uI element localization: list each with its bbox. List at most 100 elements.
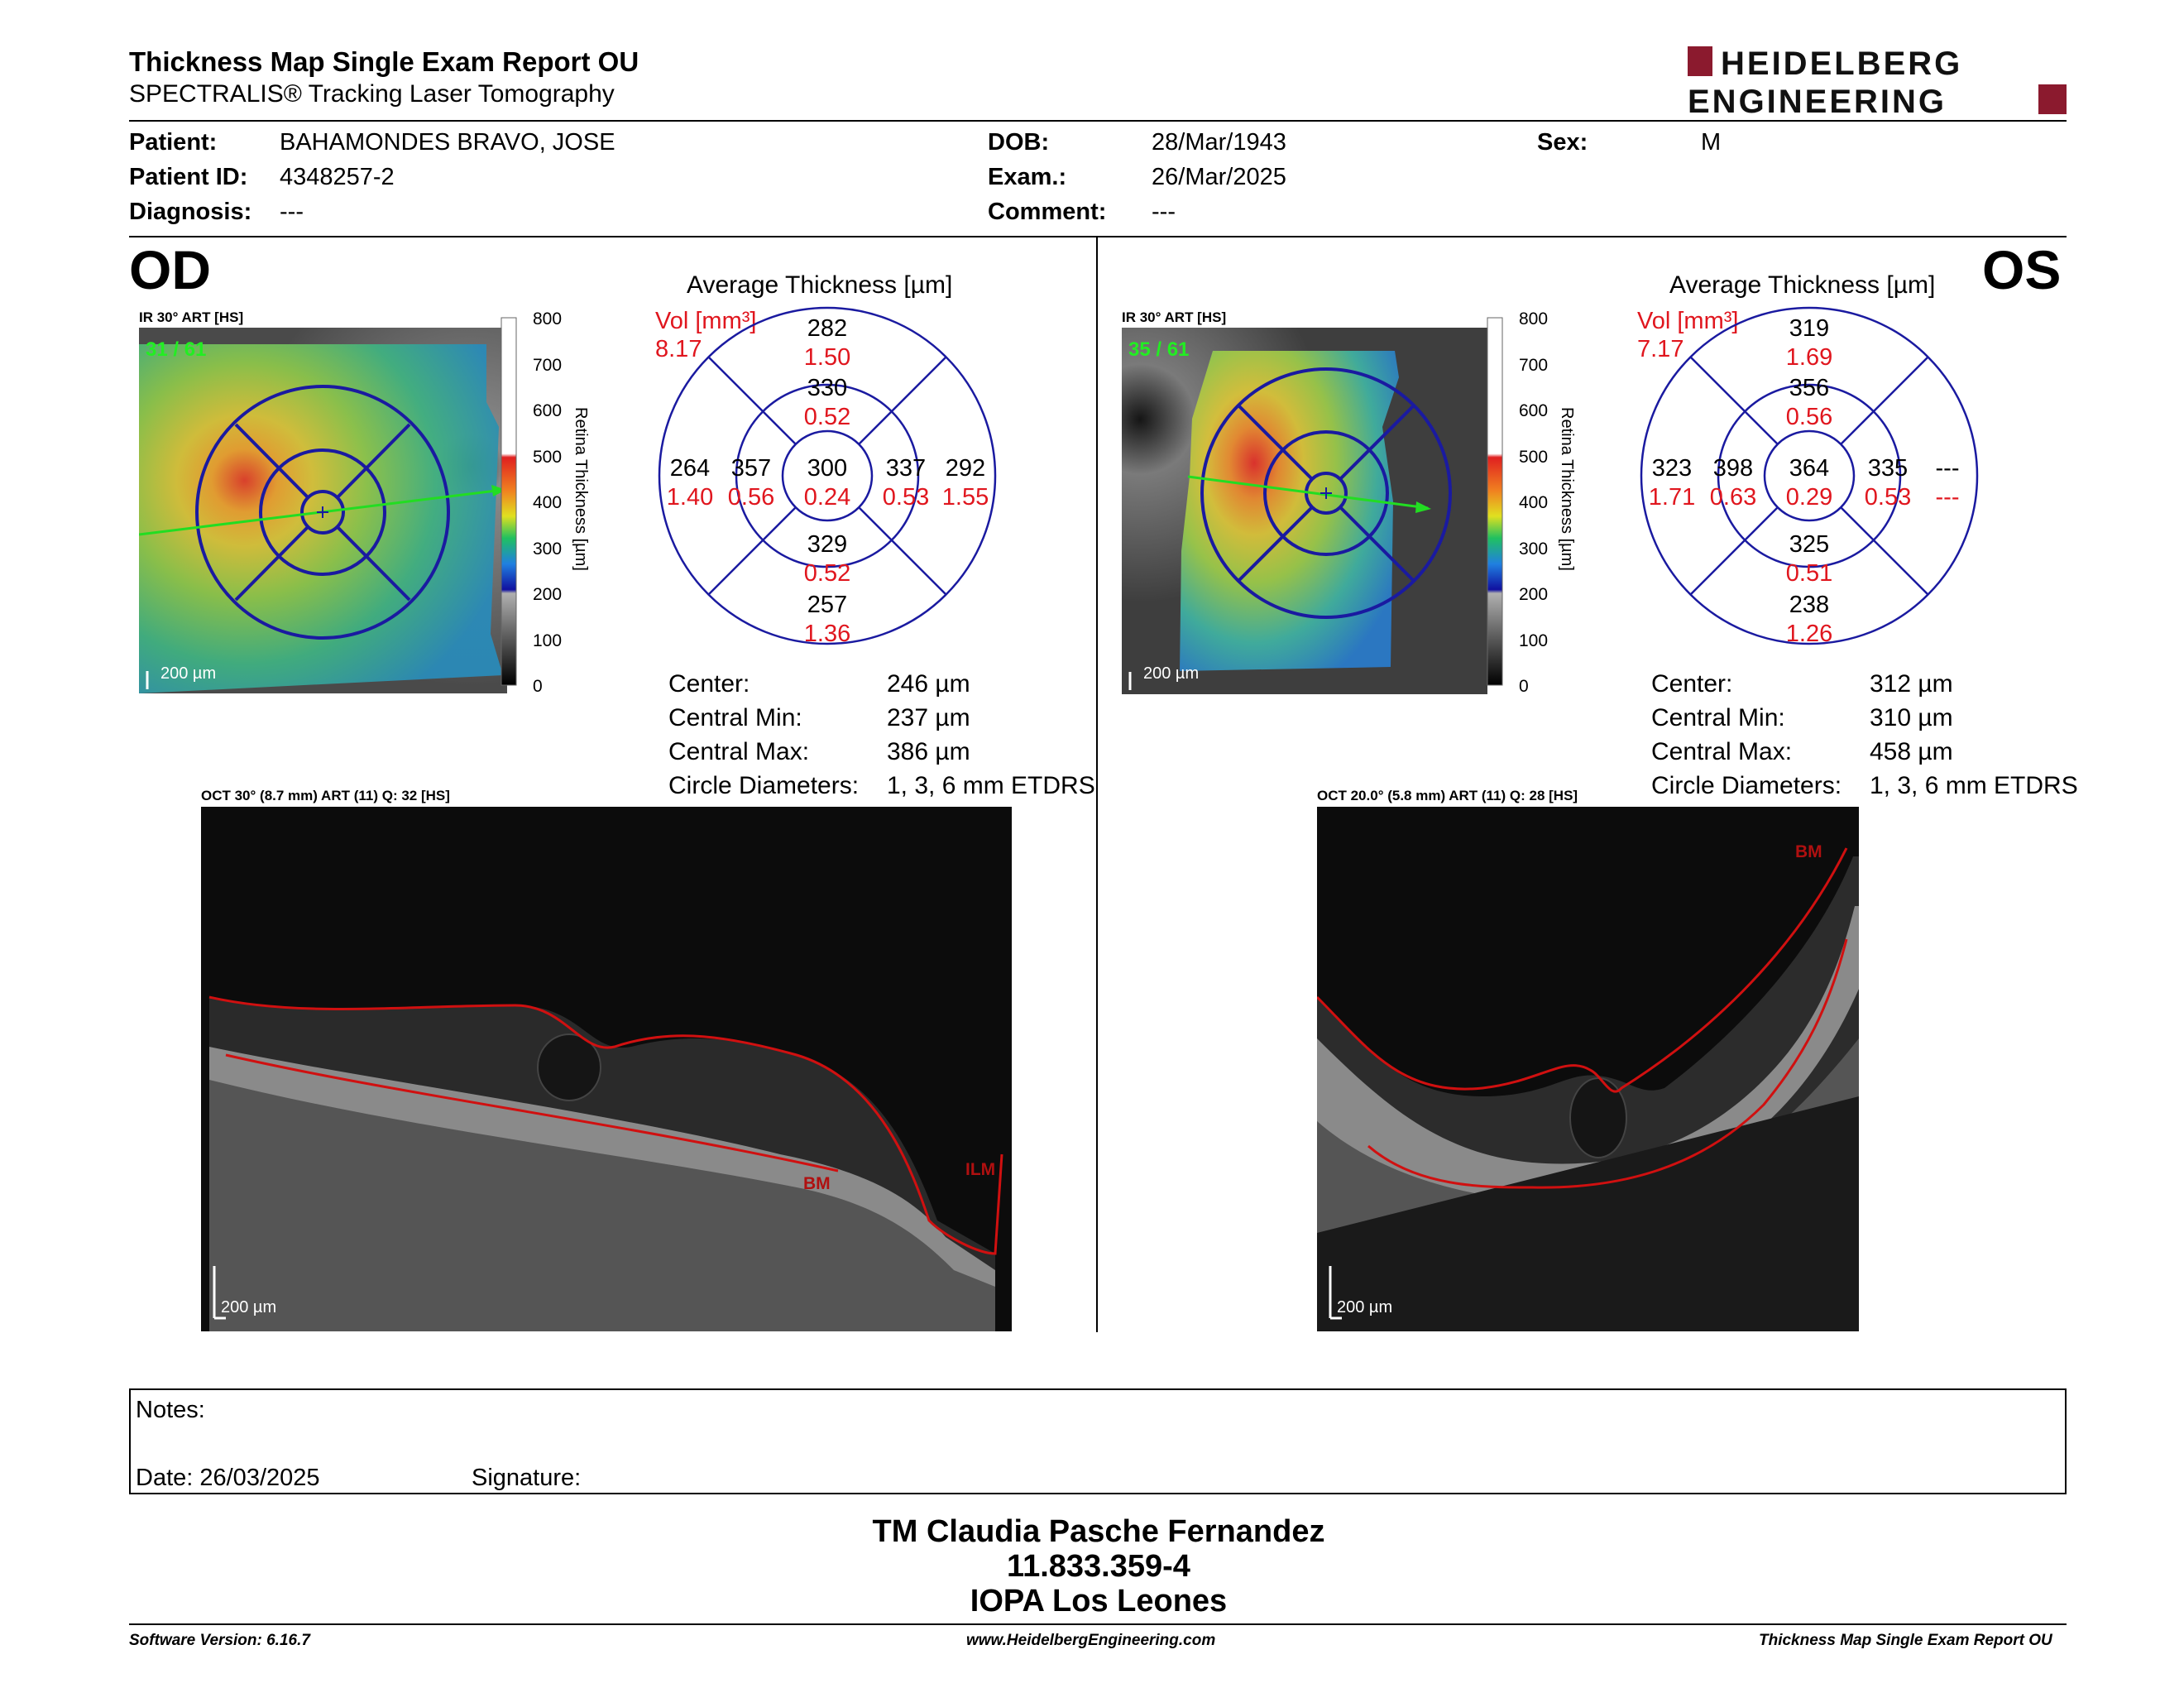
od-tick: 400 — [533, 493, 562, 512]
dob-label: DOB: — [988, 129, 1050, 156]
od-stat-value: 386 µm — [887, 738, 970, 765]
svg-text:337: 337 — [886, 455, 926, 482]
sex-value: M — [1701, 129, 1722, 156]
os-stat-value: 310 µm — [1870, 704, 1953, 731]
svg-text:282: 282 — [807, 315, 847, 342]
os-tick: 100 — [1519, 631, 1548, 650]
svg-text:257: 257 — [807, 592, 847, 618]
software-version: Software Version: 6.16.7 — [129, 1632, 310, 1649]
website-link[interactable]: www.HeidelbergEngineering.com — [966, 1632, 1216, 1649]
os-avg-title: Average Thickness [µm] — [1669, 271, 1936, 299]
patient-label: Patient: — [129, 129, 218, 156]
os-tick: 600 — [1519, 401, 1548, 420]
os-stat-label: Central Min: — [1651, 704, 1785, 731]
svg-text:200 µm: 200 µm — [1337, 1298, 1392, 1316]
os-tick: 500 — [1519, 448, 1548, 467]
od-tick: 100 — [533, 631, 562, 650]
os-stat-label: Central Max: — [1651, 738, 1793, 765]
od-oct-label: OCT 30° (8.7 mm) ART (11) Q: 32 [HS] — [201, 788, 450, 803]
od-eye-label: OD — [129, 239, 211, 300]
od-tick: 600 — [533, 401, 562, 420]
od-stat-label: Center: — [668, 670, 750, 698]
exam-value: 26/Mar/2025 — [1152, 164, 1286, 190]
svg-text:1.26: 1.26 — [1786, 621, 1832, 647]
od-fundus-image: 31 / 61 200 µm — [139, 328, 507, 693]
svg-text:Retina Thickness [µm]: Retina Thickness [µm] — [572, 407, 590, 571]
os-tick: 400 — [1519, 493, 1548, 512]
svg-text:ILM: ILM — [965, 1160, 995, 1179]
svg-text:0.53: 0.53 — [1865, 484, 1911, 511]
os-stat-label: Center: — [1651, 670, 1733, 698]
svg-text:ENGINEERING: ENGINEERING — [1688, 84, 1947, 117]
svg-text:0.63: 0.63 — [1710, 484, 1756, 511]
os-tick: 200 — [1519, 585, 1548, 604]
od-oct-scan: BM ILM 200 µm — [201, 807, 1012, 1331]
od-tick: 0 — [533, 677, 543, 696]
os-stat-value: 312 µm — [1870, 670, 1953, 698]
os-stat-value: 458 µm — [1870, 738, 1953, 765]
exam-label: Exam.: — [988, 164, 1067, 190]
svg-text:1.69: 1.69 — [1786, 344, 1832, 371]
od-stat-label: Central Min: — [668, 704, 802, 731]
svg-text:200 µm: 200 µm — [1143, 664, 1199, 683]
os-oct-scan: BM 200 µm — [1317, 807, 1859, 1331]
od-vol-label: Vol [mm³] — [655, 308, 757, 334]
os-oct-label: OCT 20.0° (5.8 mm) ART (11) Q: 28 [HS] — [1317, 788, 1578, 803]
svg-text:0.52: 0.52 — [804, 404, 850, 430]
svg-text:364: 364 — [1789, 455, 1829, 482]
signer-clinic: IOPA Los Leones — [970, 1584, 1228, 1618]
svg-text:292: 292 — [946, 455, 985, 482]
svg-text:Retina Thickness [µm]: Retina Thickness [µm] — [1558, 407, 1576, 571]
svg-text:1.40: 1.40 — [667, 484, 713, 511]
svg-text:0.51: 0.51 — [1786, 560, 1832, 587]
od-stat-label: Circle Diameters: — [668, 772, 860, 799]
svg-text:329: 329 — [807, 531, 847, 558]
signer-name: TM Claudia Pasche Fernandez — [872, 1514, 1325, 1549]
svg-text:1.50: 1.50 — [804, 344, 850, 371]
svg-text:---: --- — [1936, 484, 1960, 511]
dob-value: 28/Mar/1943 — [1152, 129, 1286, 156]
svg-text:HEIDELBERG: HEIDELBERG — [1721, 46, 1962, 82]
svg-text:325: 325 — [1789, 531, 1829, 558]
svg-text:1.55: 1.55 — [942, 484, 989, 511]
svg-text:0.53: 0.53 — [883, 484, 929, 511]
svg-text:323: 323 — [1652, 455, 1692, 482]
od-avg-title: Average Thickness [µm] — [687, 271, 953, 299]
footer-report-name: Thickness Map Single Exam Report OU — [1759, 1632, 2052, 1649]
os-fundus-label: IR 30° ART [HS] — [1122, 309, 1227, 325]
od-colorbar: 800 700 600 500 400 300 200 100 0 Retina… — [500, 309, 590, 696]
diagnosis-value: --- — [280, 199, 304, 225]
patient-id-label: Patient ID: — [129, 164, 248, 190]
os-tick: 800 — [1519, 309, 1548, 328]
svg-text:356: 356 — [1789, 375, 1829, 401]
os-tick: 300 — [1519, 539, 1548, 559]
od-etdrs-grid: 282 1.50 330 0.52 300 0.24 357 0.56 264 … — [658, 306, 997, 647]
svg-text:335: 335 — [1868, 455, 1908, 482]
heidelberg-logo: HEIDELBERG ENGINEERING — [1688, 46, 2067, 117]
svg-text:238: 238 — [1789, 592, 1829, 618]
notes-box[interactable] — [129, 1388, 2067, 1494]
od-tick: 200 — [533, 585, 562, 604]
svg-text:319: 319 — [1789, 315, 1829, 342]
svg-text:BM: BM — [803, 1174, 831, 1193]
os-tick: 0 — [1519, 677, 1529, 696]
os-colorbar: 800 700 600 500 400 300 200 100 0 Retina… — [1487, 309, 1576, 696]
od-stat-value: 246 µm — [887, 670, 970, 698]
report-title: Thickness Map Single Exam Report OU — [129, 46, 639, 77]
od-tick: 300 — [533, 539, 562, 559]
od-vol-total: 8.17 — [655, 336, 702, 362]
os-fundus-image: 35 / 61 200 µm — [1122, 328, 1487, 694]
svg-text:264: 264 — [670, 455, 710, 482]
os-stat-value: 1, 3, 6 mm ETDRS — [1870, 772, 2078, 799]
svg-text:0.56: 0.56 — [1786, 404, 1832, 430]
od-tick: 800 — [533, 309, 562, 328]
date-label: Date: 26/03/2025 — [136, 1465, 320, 1491]
os-vol-label: Vol [mm³] — [1637, 308, 1739, 334]
svg-text:0.29: 0.29 — [1786, 484, 1832, 511]
diagnosis-label: Diagnosis: — [129, 199, 252, 225]
signature-label: Signature: — [472, 1465, 582, 1491]
patient-name: BAHAMONDES BRAVO, JOSE — [280, 129, 615, 156]
notes-label: Notes: — [136, 1397, 205, 1423]
svg-text:31 / 61: 31 / 61 — [146, 338, 206, 361]
od-stat-value: 1, 3, 6 mm ETDRS — [887, 772, 1095, 799]
